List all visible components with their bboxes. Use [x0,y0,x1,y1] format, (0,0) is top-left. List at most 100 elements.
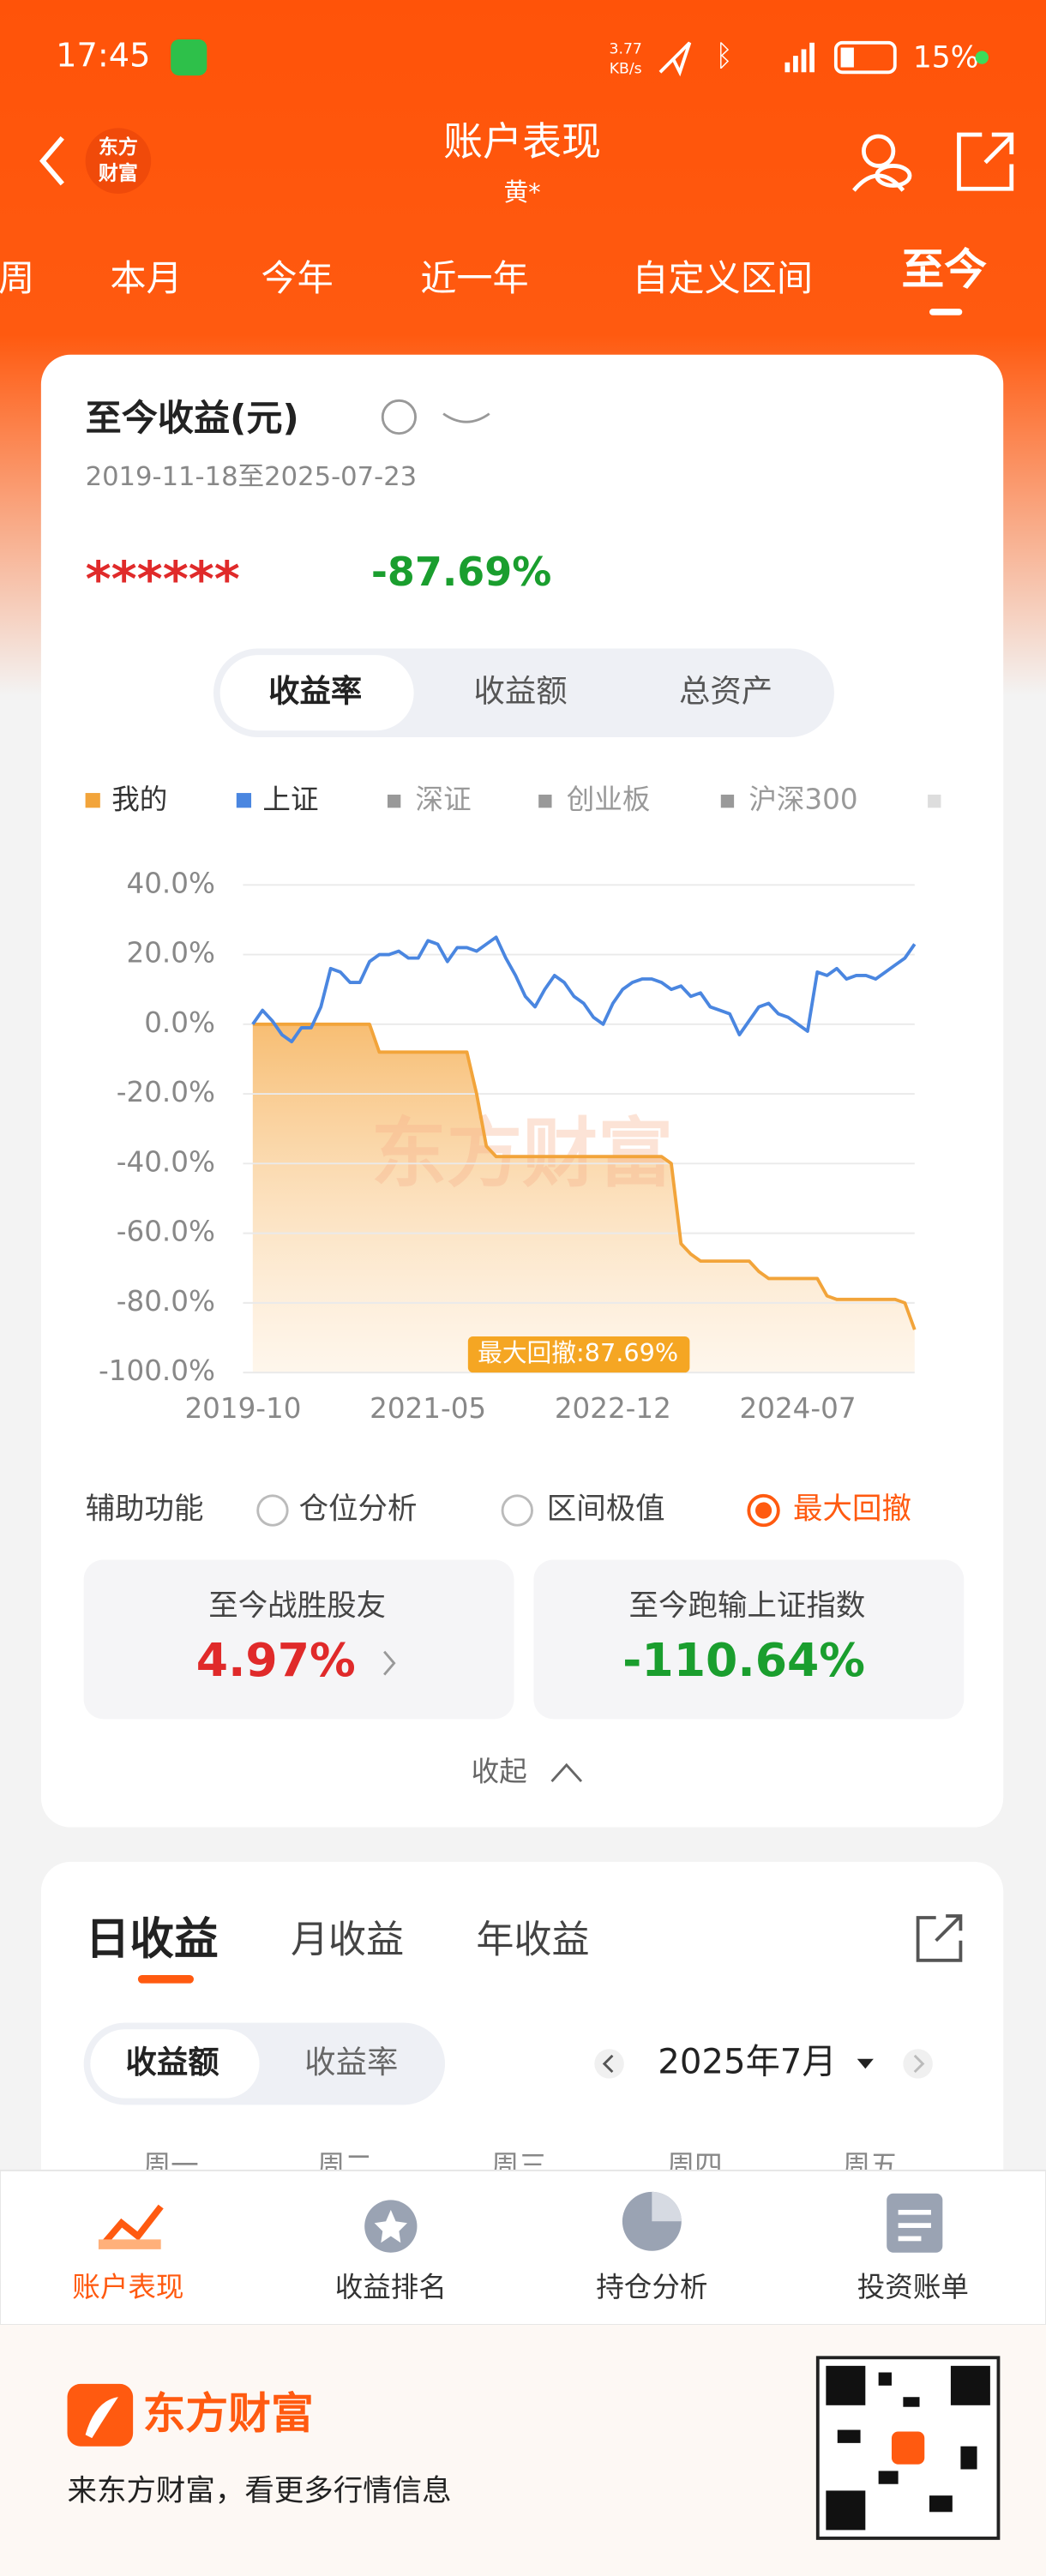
legend-label: 上证 [262,784,318,816]
share-button[interactable] [957,132,1014,191]
chart: 我的 上证 深证 创业板 沪深300 东方财富 40.0% 20.0% 0.0% -20.0% -4… [85,784,941,1425]
y-tick-label: -100.0% [99,1354,215,1387]
amount: ****** [86,551,240,609]
tab[interactable]: 自定义区间 [632,257,813,299]
legend-marker [236,793,252,808]
radio-dot [755,1502,772,1519]
y-tick-label: 40.0% [126,867,214,899]
legend-marker [928,794,941,808]
legend-label: 我的 [111,784,167,816]
signal-icon [784,42,815,73]
area-fill [252,1024,915,1373]
x-tick-label: 2022-12 [555,1392,671,1425]
card [40,1861,1004,2256]
net-unit: KB/s [610,60,642,77]
annotation: 最大回撤:87.69% [478,1338,678,1367]
x-tick-label: 2019-10 [184,1392,301,1425]
stat-label: 至今跑输上证指数 [629,1589,866,1624]
line [251,935,917,1044]
dot [975,51,989,64]
month[interactable]: 2025年7月 [658,2042,836,2081]
legend-marker [720,794,735,808]
legend-marker [85,793,100,808]
stat-box[interactable] [83,1559,514,1720]
collapse[interactable]: 收起 [472,1755,527,1787]
stat-value: -110.64% [622,1633,865,1687]
date-range: 2019-11-18至2025-07-23 [86,462,418,492]
battery-level [840,47,854,68]
chevron [383,1650,396,1676]
y-tick-label: 0.0% [144,1006,215,1039]
dropdown [857,2058,874,2069]
stat-label: 至今战胜股友 [208,1589,386,1624]
nav-icon [98,2204,164,2249]
radio[interactable] [256,1494,289,1527]
y-tick-label: -40.0% [117,1145,215,1178]
aux-option[interactable]: 区间极值 [547,1492,665,1527]
y-tick-label: -60.0% [117,1216,215,1248]
daily-tab[interactable]: 年收益 [476,1918,589,1962]
nav-item[interactable]: 持仓分析 [596,2271,707,2303]
annotation-box [467,1336,690,1373]
segment[interactable]: 收益率 [268,673,362,710]
export-button[interactable] [916,1914,963,1962]
chevron [913,2054,925,2074]
tab-active[interactable]: 至今 [901,244,987,294]
nav-item[interactable]: 收益排名 [335,2271,447,2303]
net-speed: 3.77 [610,40,642,57]
battery-icon [833,40,897,75]
wechat-icon [171,39,207,76]
segment[interactable]: 收益率 [304,2044,398,2081]
y-tick-label: -80.0% [117,1285,215,1318]
line [252,1022,917,1330]
battery-text: 15% [913,40,979,75]
segment[interactable]: 总资产 [679,673,772,710]
chevron [602,2054,614,2074]
tab[interactable]: 今年 [262,257,334,299]
nav-icon [622,2191,682,2251]
aux-label: 辅助功能 [86,1492,204,1527]
aux-option[interactable]: 最大回撤 [793,1492,911,1527]
profile-button[interactable] [852,134,912,192]
daily-tab[interactable]: 月收益 [291,1918,404,1962]
segment[interactable]: 收益额 [474,673,568,710]
legend-marker [387,794,401,808]
legend-label: 沪深300 [748,784,857,816]
nav-item[interactable]: 投资账单 [857,2271,969,2303]
tab[interactable]: 周 [0,257,34,299]
segment-active [90,2029,260,2099]
qr-pattern [826,2365,990,2531]
tab[interactable]: 本月 [110,257,182,299]
tab[interactable]: 近一年 [420,257,528,299]
aux-option[interactable]: 仓位分析 [299,1492,418,1527]
hide-icon[interactable] [442,412,490,423]
radio-active[interactable] [747,1493,780,1528]
nav-icon [364,2200,418,2253]
bluetooth-icon: ᛒ [715,39,733,74]
segment-active [219,655,414,731]
footer-slogan: 来东方财富，看更多行情信息 [68,2474,452,2508]
back-button[interactable] [39,136,64,186]
time: 17:45 [56,37,150,75]
daily-tab-active[interactable]: 日收益 [86,1914,219,1966]
info-icon[interactable] [381,399,417,435]
y-tick-label: -20.0% [117,1076,215,1108]
x-tick-label: 2021-05 [370,1392,486,1425]
nav-icon [887,2193,943,2253]
tab-indicator [929,309,963,315]
logo-text: 财富 [99,162,138,185]
footer-logo-mark [85,2397,118,2439]
nav-item-active[interactable]: 账户表现 [72,2271,183,2303]
prev-month[interactable] [594,2049,624,2079]
segment[interactable]: 收益额 [126,2044,220,2081]
qr-logo [891,2431,925,2465]
next-month[interactable] [903,2049,933,2079]
watermark: 东方财富 [371,1109,673,1198]
legend-label: 深证 [416,784,472,816]
header-subtitle: 黄* [504,177,541,207]
logo-badge [85,128,152,195]
summary-title: 至今收益(元) [86,397,299,439]
radio[interactable] [501,1494,533,1527]
